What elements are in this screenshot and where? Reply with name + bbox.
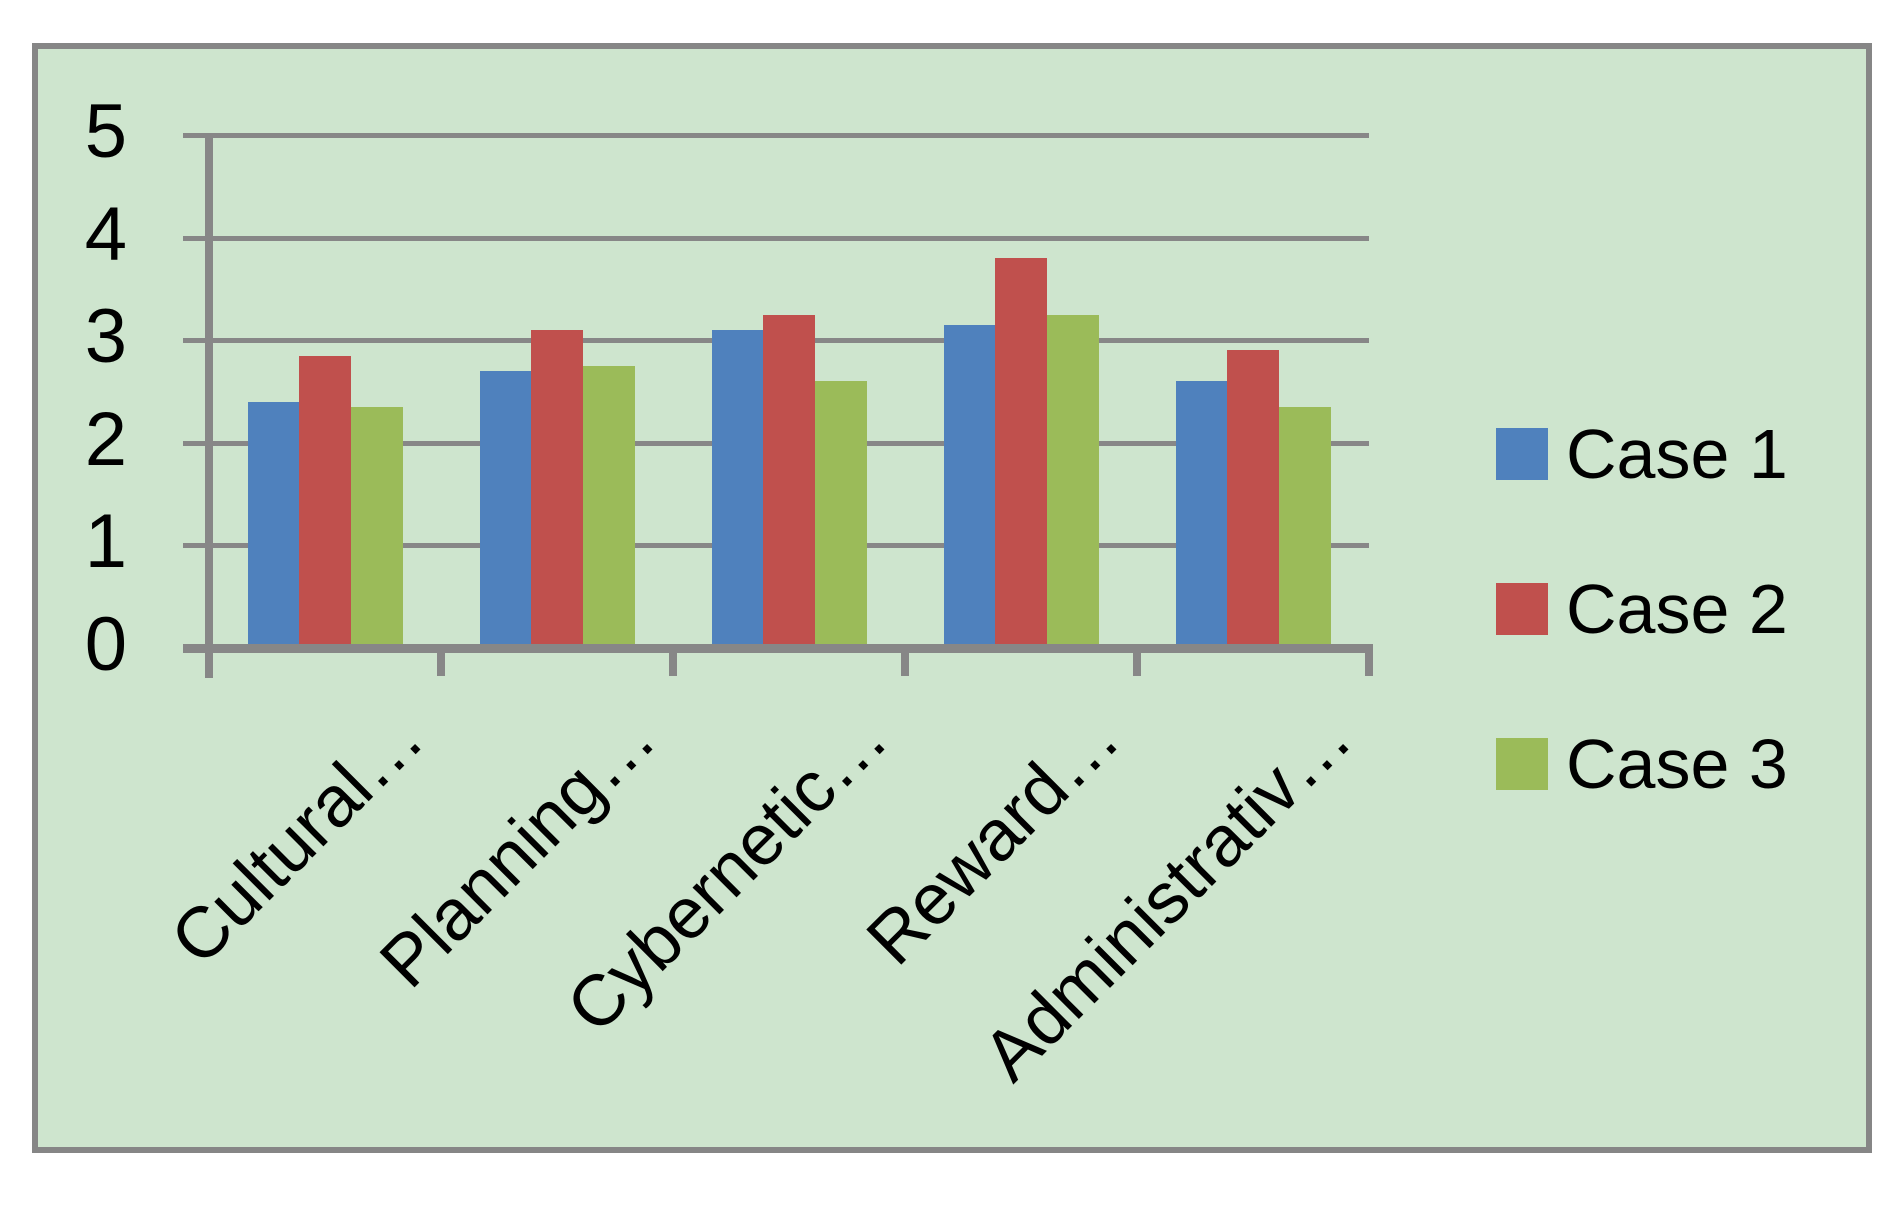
x-axis-tick-4 (1133, 644, 1141, 676)
legend-label-case-2: Case 2 (1566, 570, 1788, 648)
x-axis-tick-1 (437, 644, 445, 676)
x-axis-tick-0 (205, 644, 213, 676)
x-axis-tick-2 (669, 644, 677, 676)
y-axis-label-2: 2 (84, 396, 127, 482)
chart-frame: 0 1 2 3 4 5 Cultural… Planning… Cybernetic… Rewar… (32, 43, 1872, 1153)
x-axis-line (183, 644, 1373, 653)
bar-case-3-cat5 (1279, 407, 1331, 648)
legend-item-case-1: Case 1 (1496, 419, 1788, 489)
legend-swatch-case-1 (1496, 428, 1548, 480)
x-axis-tick-5 (1365, 644, 1373, 676)
bar-case-2-cat1 (299, 356, 351, 648)
y-axis-label-1: 1 (84, 498, 127, 584)
y-axis-label-0: 0 (84, 601, 127, 687)
legend-swatch-case-2 (1496, 583, 1548, 635)
bar-case-3-cat3 (815, 381, 867, 648)
bar-case-3-cat2 (583, 366, 635, 648)
bar-case-1-cat2 (480, 371, 532, 648)
gridline-y-4 (183, 236, 1369, 241)
bar-case-2-cat5 (1227, 350, 1279, 648)
bar-case-1-cat1 (248, 402, 300, 648)
bar-case-2-cat3 (763, 315, 815, 648)
bar-case-2-cat4 (995, 258, 1047, 648)
legend-swatch-case-3 (1496, 738, 1548, 790)
y-axis-label-3: 3 (84, 293, 127, 379)
gridline-y-5 (183, 133, 1369, 138)
x-axis-tick-3 (901, 644, 909, 676)
y-axis-label-4: 4 (84, 191, 127, 277)
bar-case-1-cat3 (712, 330, 764, 648)
y-axis-line (205, 133, 213, 678)
legend-item-case-3: Case 3 (1496, 729, 1788, 799)
legend-label-case-3: Case 3 (1566, 725, 1788, 803)
legend-item-case-2: Case 2 (1496, 574, 1788, 644)
bar-case-2-cat2 (531, 330, 583, 648)
bar-case-3-cat1 (351, 407, 403, 648)
y-axis-label-5: 5 (84, 88, 127, 174)
bar-case-1-cat5 (1176, 381, 1228, 648)
plot-area: 0 1 2 3 4 5 Cultural… Planning… Cybernetic… Rewar… (38, 49, 1866, 1147)
legend-label-case-1: Case 1 (1566, 415, 1788, 493)
bar-case-3-cat4 (1047, 315, 1099, 648)
bar-case-1-cat4 (944, 325, 996, 648)
